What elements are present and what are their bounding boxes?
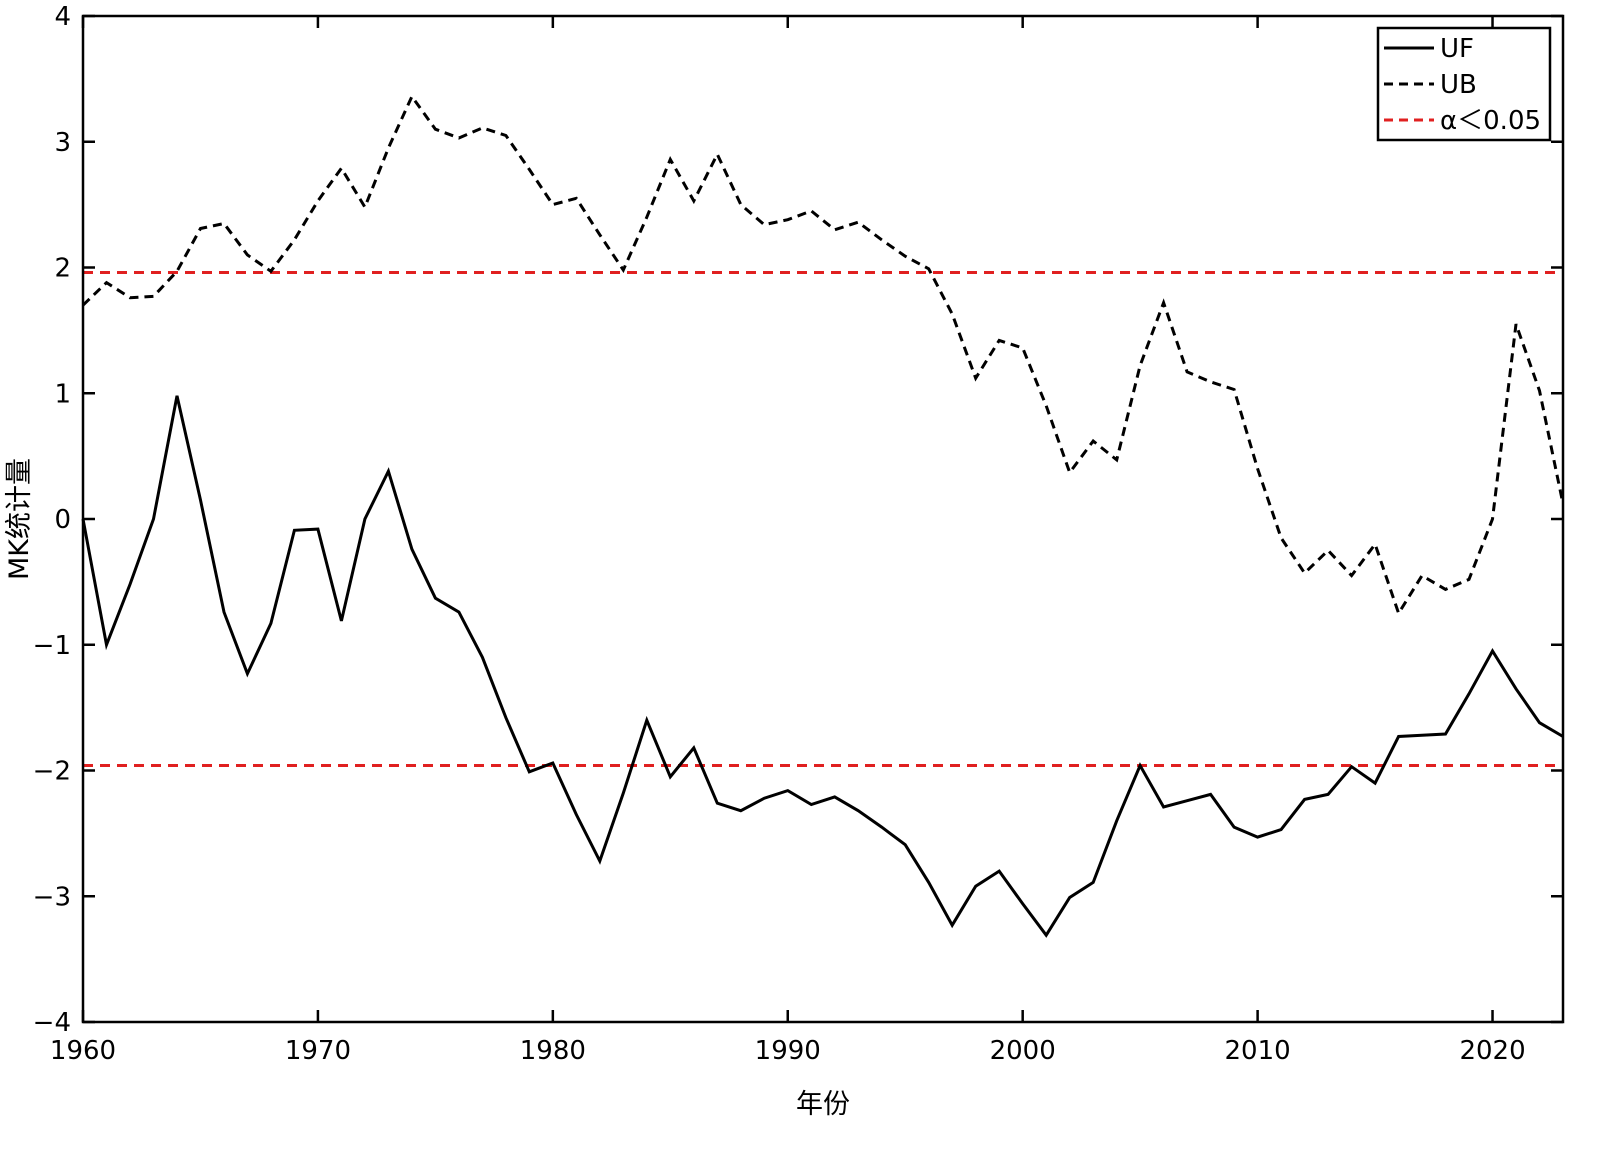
- x-tick-label: 2010: [1225, 1036, 1291, 1066]
- series-uf-line: [81, 395, 1564, 938]
- y-tick-label: −4: [33, 1008, 71, 1038]
- y-tick-label: 4: [54, 2, 71, 32]
- y-tick-label: −3: [33, 882, 71, 912]
- x-axis-title: 年份: [796, 1089, 850, 1120]
- x-tick-label: 1960: [50, 1036, 116, 1066]
- y-tick-label: 1: [54, 379, 71, 409]
- x-tick-label: 1990: [755, 1036, 821, 1066]
- series-layer: [81, 93, 1565, 938]
- x-tick-label: 2000: [990, 1036, 1056, 1066]
- y-tick-label: −1: [33, 631, 71, 661]
- y-tick-label: −2: [33, 757, 71, 787]
- legend: UF UB α＜0.05: [1376, 26, 1552, 142]
- y-axis: 4 3 2 1 0 −1 −2 −3 −4: [33, 2, 1563, 1038]
- y-axis-title: MK统计量: [4, 458, 35, 580]
- x-tick-label: 1970: [285, 1036, 351, 1066]
- legend-label-2: α＜0.05: [1440, 106, 1541, 136]
- x-tick-label: 2020: [1459, 1036, 1525, 1066]
- series-ub-line: [81, 93, 1565, 617]
- significance-lines: [83, 271, 1563, 767]
- x-tick-label: 1980: [520, 1036, 586, 1066]
- y-tick-label: 2: [54, 254, 71, 284]
- x-axis: 1960 1970 1980 1990 2000 2010 2020: [50, 16, 1526, 1066]
- y-tick-label: 3: [54, 128, 71, 158]
- y-tick-label: 0: [54, 505, 71, 535]
- legend-label-0: UF: [1440, 34, 1474, 64]
- legend-label-1: UB: [1440, 70, 1477, 100]
